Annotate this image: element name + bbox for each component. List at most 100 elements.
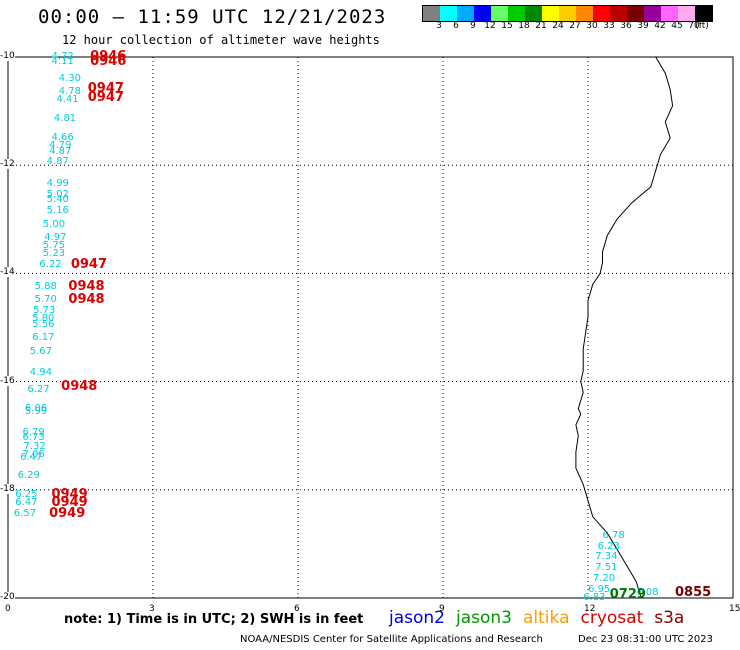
- color-scale-label: (ft): [695, 21, 709, 31]
- y-tick-label: -16: [0, 375, 15, 386]
- wave-height-label: 5.70: [34, 294, 57, 306]
- wave-height-label: 6.23: [597, 540, 620, 552]
- satellite-legend-item: jason2: [389, 608, 445, 628]
- wave-height-label: 6.22: [39, 259, 62, 271]
- pass-time-label: 0948: [68, 292, 105, 308]
- color-swatch: [661, 6, 678, 21]
- x-tick-label: 12: [584, 604, 596, 614]
- wave-height-label: 4.79: [49, 140, 72, 152]
- pass-time-label: 0948: [61, 379, 98, 394]
- color-swatch: [542, 6, 559, 21]
- wave-height-label: 6.25: [15, 489, 38, 501]
- wave-height-label: 5.73: [33, 305, 56, 317]
- pass-time-label: 0949: [51, 487, 88, 503]
- wave-height-label: 7.34: [595, 551, 618, 563]
- wave-height-label: 7.20: [592, 573, 616, 585]
- y-tick-label: -10: [0, 51, 15, 61]
- x-tick-label: 15: [729, 604, 740, 614]
- color-scale-label: 39: [637, 21, 649, 31]
- satellite-legend-item: altika: [523, 608, 570, 628]
- color-scale-label: 15: [501, 21, 513, 31]
- wave-height-label: 5.88: [34, 280, 57, 292]
- color-scale-label: 3: [436, 21, 442, 31]
- color-swatch: [423, 6, 440, 21]
- color-scale-label: 36: [620, 21, 632, 31]
- color-scale-label: 42: [654, 21, 666, 31]
- color-swatch: [678, 6, 695, 21]
- pass-time-label: 0947: [87, 89, 124, 105]
- satellite-legend-item: jason3: [456, 608, 512, 628]
- satellite-legend: jason2 jason3 altika cryosat s3a: [389, 608, 695, 628]
- wave-height-label: 6.78: [602, 529, 625, 541]
- color-scale-labels: 3 6 9 12 15 18 21 24 27 30 33 36 39 42 45 70 (ft): [422, 21, 732, 35]
- wave-height-label: 5.16: [46, 205, 69, 217]
- color-scale-label: 12: [484, 21, 496, 31]
- wave-height-label: 6.47: [20, 452, 43, 464]
- map-subtitle: 12 hour collection of altimeter wave hei…: [62, 33, 380, 47]
- satellite-legend-item: s3a: [654, 608, 685, 628]
- wave-height-label: 5.00: [42, 218, 66, 230]
- footer-note: note: 1) Time is in UTC; 2) SWH is in fe…: [64, 612, 364, 627]
- pass-time-label: 0949: [51, 495, 88, 511]
- color-scale-label: 9: [470, 21, 476, 31]
- x-tick-label: 9: [439, 604, 445, 614]
- wave-height-label: 4.41: [56, 94, 79, 106]
- map-frame: [7, 56, 734, 599]
- color-swatch: [457, 6, 474, 21]
- pass-time-label: 0946: [90, 54, 127, 70]
- color-swatch: [508, 6, 525, 21]
- color-scale-label: 70: [688, 21, 700, 31]
- wave-height-label: 5.23: [42, 248, 66, 260]
- wave-height-label: 7.32: [23, 440, 46, 452]
- color-swatch: [474, 6, 491, 21]
- wave-height-label: 6.27: [27, 383, 50, 395]
- color-swatch: [440, 6, 457, 21]
- wave-height-label: 4.97: [44, 232, 67, 244]
- pass-time-label: 0949: [49, 506, 86, 522]
- color-scale-label: 6: [453, 21, 459, 31]
- y-tick-label: -18: [0, 483, 15, 494]
- x-tick-label: 0: [5, 604, 11, 614]
- wave-height-label: 5.02: [46, 188, 69, 200]
- x-tick-label: 3: [149, 604, 155, 614]
- wave-height-label: 7.06: [22, 448, 45, 460]
- color-scale-label: 30: [586, 21, 598, 31]
- wave-height-label: 6.47: [15, 497, 38, 509]
- pass-time-label: 0729: [609, 587, 646, 603]
- y-tick-label: -20: [0, 592, 15, 602]
- color-scale-bar: [422, 5, 713, 22]
- color-swatch: [627, 6, 644, 21]
- wave-height-label: 4.30: [58, 72, 82, 84]
- wave-height-label: 5.67: [29, 345, 53, 357]
- color-swatch: [576, 6, 593, 21]
- wave-height-label: 6.83: [583, 592, 606, 603]
- wave-height-label: 5.99: [24, 406, 48, 418]
- wave-height-label: 7.51: [595, 562, 618, 574]
- x-tick-label: 6: [294, 604, 300, 614]
- color-swatch: [644, 6, 661, 21]
- pass-time-label: 0946: [90, 49, 127, 64]
- color-scale-label: 33: [603, 21, 615, 31]
- y-tick-label: -12: [0, 159, 15, 170]
- color-scale-label: 18: [518, 21, 530, 31]
- map-title: 00:00 – 11:59 UTC 12/21/2023: [38, 6, 387, 28]
- color-swatch: [525, 6, 542, 21]
- wave-height-label: 5.40: [46, 194, 69, 206]
- satellite-legend-item: cryosat: [580, 608, 644, 628]
- color-swatch: [610, 6, 627, 21]
- wave-height-label: 5.80: [32, 313, 55, 325]
- wave-height-label: 7.08: [636, 586, 659, 598]
- pass-time-label: 0948: [68, 278, 105, 294]
- wave-height-label: 6.57: [13, 508, 37, 520]
- wave-height-label: 4.78: [58, 86, 82, 98]
- credit-text: NOAA/NESDIS Center for Satellite Applica…: [240, 634, 543, 645]
- y-tick-label: -14: [0, 267, 15, 278]
- color-scale-label: 24: [552, 21, 564, 31]
- color-swatch: [559, 6, 576, 21]
- wave-height-label: 6.29: [17, 470, 40, 482]
- wave-height-label: 6.79: [22, 426, 45, 438]
- color-scale-label: 27: [569, 21, 581, 31]
- color-scale-label: 45: [671, 21, 683, 31]
- wave-height-label: 5.75: [42, 240, 66, 252]
